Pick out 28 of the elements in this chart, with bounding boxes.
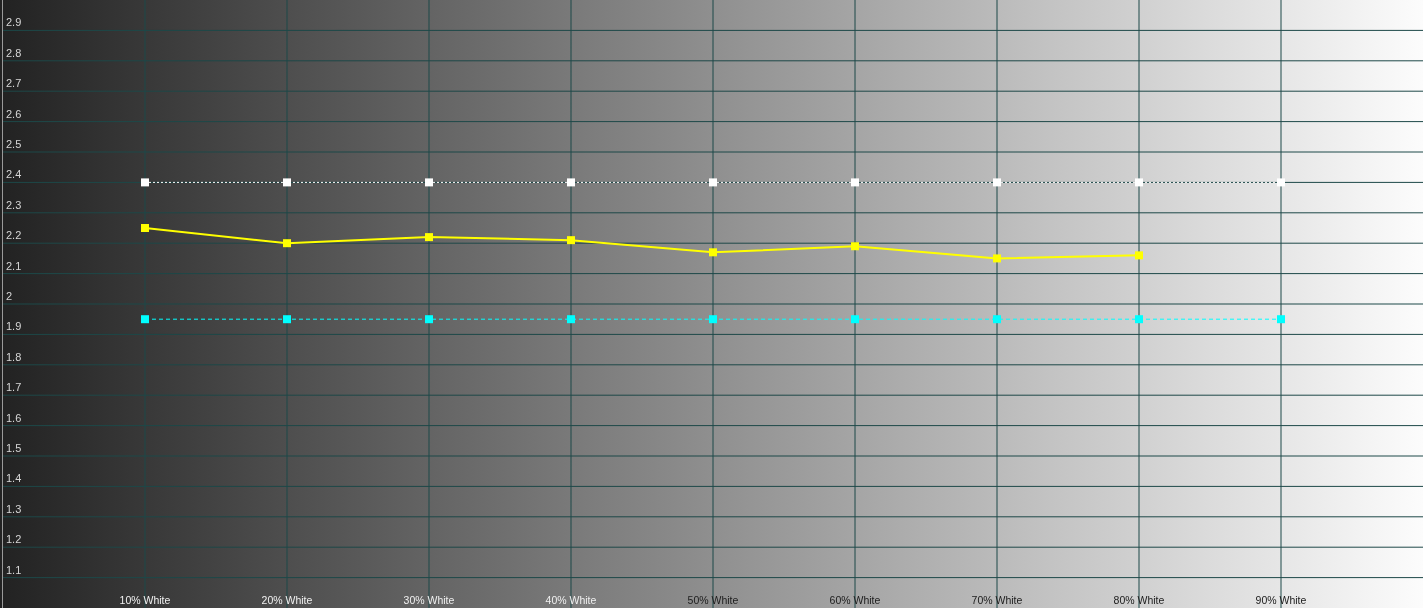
x-tick-label: 90% White (1255, 594, 1307, 606)
x-tick-label: 70% White (971, 594, 1023, 606)
y-tick-label: 2.6 (6, 107, 22, 120)
x-tick-label: 40% White (545, 594, 597, 606)
y-tick-label: 1.9 (6, 320, 22, 333)
y-tick-label: 2.4 (6, 168, 22, 181)
x-tick-label: 20% White (261, 594, 313, 606)
y-tick-label: 2.9 (6, 16, 22, 29)
x-tick-label: 50% White (687, 594, 739, 606)
y-tick-label: 2.5 (6, 138, 22, 150)
y-tick-label: 1.7 (6, 381, 22, 394)
x-tick-label: 80% White (1113, 594, 1165, 606)
y-tick-label: 1.2 (6, 533, 22, 546)
y-tick-label: 1.4 (6, 472, 22, 485)
y-tick-label: 2.1 (6, 259, 22, 272)
y-tick-label: 1.8 (6, 350, 22, 363)
y-tick-label: 1.5 (6, 442, 22, 454)
y-tick-label: 2 (6, 290, 13, 302)
x-tick-label: 10% White (119, 594, 171, 606)
y-tick-label: 2.8 (6, 46, 22, 59)
x-tick-label: 60% White (829, 594, 881, 606)
x-tick-label: 30% White (403, 594, 455, 606)
y-tick-label: 2.3 (6, 198, 22, 211)
y-tick-label: 1.1 (6, 563, 22, 576)
y-tick-label: 1.3 (6, 502, 22, 515)
y-tick-label: 2.7 (6, 77, 22, 90)
y-tick-label: 2.2 (6, 229, 22, 242)
y-tick-label: 1.6 (6, 411, 22, 424)
